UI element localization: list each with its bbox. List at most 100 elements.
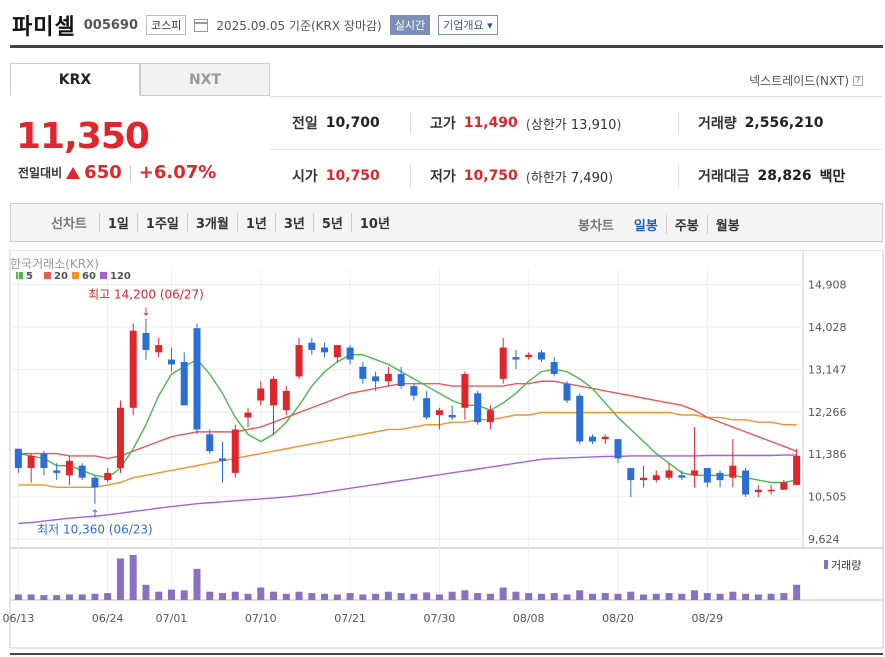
volume-bar (27, 594, 35, 600)
tab-nxt[interactable]: NXT (140, 63, 270, 96)
volume-bar (767, 593, 775, 600)
period-5y[interactable]: 5년 (312, 213, 351, 232)
footer-divider (10, 653, 883, 655)
volume-bar (270, 591, 278, 600)
period-10y[interactable]: 10년 (350, 213, 398, 232)
volume-bar (104, 593, 112, 600)
candle-body (295, 345, 303, 377)
tab-krx[interactable]: KRX (10, 63, 140, 96)
volume-bar (678, 593, 686, 600)
current-price: 11,350 (16, 116, 150, 157)
candle-chart-types: 봉차트 일봉 주봉 월봉 (578, 215, 748, 234)
volume-bar (359, 594, 367, 600)
calendar-icon (194, 18, 209, 32)
help-icon[interactable]: ? (853, 75, 863, 86)
max-annotation: 최고 14,200 (06/27) (88, 288, 204, 302)
realtime-button[interactable]: 실시간 (389, 15, 431, 35)
line-chart-title: 선차트 (51, 217, 87, 232)
volume-legend-swatch (824, 560, 828, 569)
y-tick-label: 11,386 (808, 448, 847, 461)
period-1y[interactable]: 1년 (236, 213, 275, 232)
volume-bar (308, 593, 316, 600)
volume-bar (410, 593, 418, 600)
base-date: 2025.09.05 기준(KRX 장마감) (216, 18, 382, 33)
volume-bar (244, 593, 252, 600)
volume-bar (372, 593, 380, 600)
candle-body (206, 434, 214, 452)
period-3m[interactable]: 3개월 (186, 213, 237, 232)
candle-body (116, 407, 124, 469)
candle-body (308, 342, 316, 350)
max-arrow-icon: ↓ (141, 306, 150, 319)
legend-swatch (16, 272, 23, 279)
market-badge: 코스피 (146, 15, 187, 35)
volume-bar (78, 594, 86, 600)
candle-monthly[interactable]: 월봉 (706, 215, 748, 234)
low-price: 저가 10,750 (하한가 7,490) (430, 168, 614, 186)
ma60-line (18, 411, 797, 489)
candle-body (499, 347, 507, 379)
volume-bar (116, 558, 124, 600)
volume-bar (576, 590, 584, 600)
candle-body (397, 374, 405, 387)
x-tick-label: 08/20 (602, 612, 634, 625)
x-tick-label: 07/21 (334, 612, 366, 625)
stock-name: 파미셀 (12, 15, 76, 40)
candle-body (754, 489, 762, 493)
volume-bar (665, 593, 673, 600)
candle-body (244, 412, 252, 418)
candle-body (729, 465, 737, 478)
candle-body (14, 448, 22, 469)
candle-body (563, 383, 571, 401)
candle-body (231, 429, 239, 473)
volume: 거래량 2,556,210 (698, 115, 824, 132)
period-1w[interactable]: 1주일 (136, 213, 187, 232)
prev-close: 전일 10,700 (292, 115, 380, 132)
stats-divider (678, 112, 679, 134)
ma20-line (18, 380, 797, 460)
candle-body (218, 458, 227, 461)
candle-daily[interactable]: 일봉 (633, 219, 658, 234)
candle-body (372, 376, 380, 382)
nextrade-link[interactable]: 넥스트레이드(NXT) ? (749, 72, 863, 89)
candle-weekly[interactable]: 주봉 (665, 215, 707, 234)
candle-body (793, 455, 801, 485)
price-change: 전일대비 650 +6.07% (18, 162, 216, 183)
volume-bar (461, 590, 469, 600)
candle-body (474, 393, 482, 423)
line-chart-periods: 선차트 1일 1주일 3개월 1년 3년 5년 10년 (11, 213, 398, 232)
volume-bar (474, 593, 482, 600)
company-overview-dropdown[interactable]: 기업개요 ▾ (438, 15, 498, 35)
period-1d[interactable]: 1일 (98, 213, 137, 232)
candle-body (91, 477, 99, 488)
volume-bar (499, 587, 507, 600)
volume-bar (321, 593, 329, 600)
legend-swatch (44, 272, 51, 279)
volume-bar (601, 593, 609, 600)
volume-bar (525, 593, 533, 600)
legend-label: 60 (82, 271, 96, 282)
candle-body (193, 328, 201, 430)
candle-body (40, 453, 48, 469)
volume-bar (486, 593, 494, 600)
candle-body (423, 398, 431, 418)
candle-body (282, 390, 290, 411)
volume-bar (435, 594, 443, 600)
volume-bar (652, 593, 660, 600)
volume-bar (716, 593, 724, 600)
x-tick-label: 07/01 (156, 612, 188, 625)
y-tick-label: 10,505 (808, 491, 847, 504)
volume-bar (257, 587, 265, 600)
volume-bar (167, 589, 175, 600)
candle-body (65, 460, 73, 476)
period-3y[interactable]: 3년 (274, 213, 313, 232)
candle-body (53, 470, 61, 473)
candle-body (384, 374, 392, 382)
candle-body (665, 470, 673, 478)
volume-bar (563, 594, 571, 600)
candle-body (461, 374, 469, 408)
stock-header: 파미셀 005690 코스피 2025.09.05 기준(KRX 장마감) 실시… (12, 10, 498, 40)
volume-bar (423, 592, 431, 600)
candle-body (180, 361, 188, 406)
candle-body (780, 482, 788, 490)
